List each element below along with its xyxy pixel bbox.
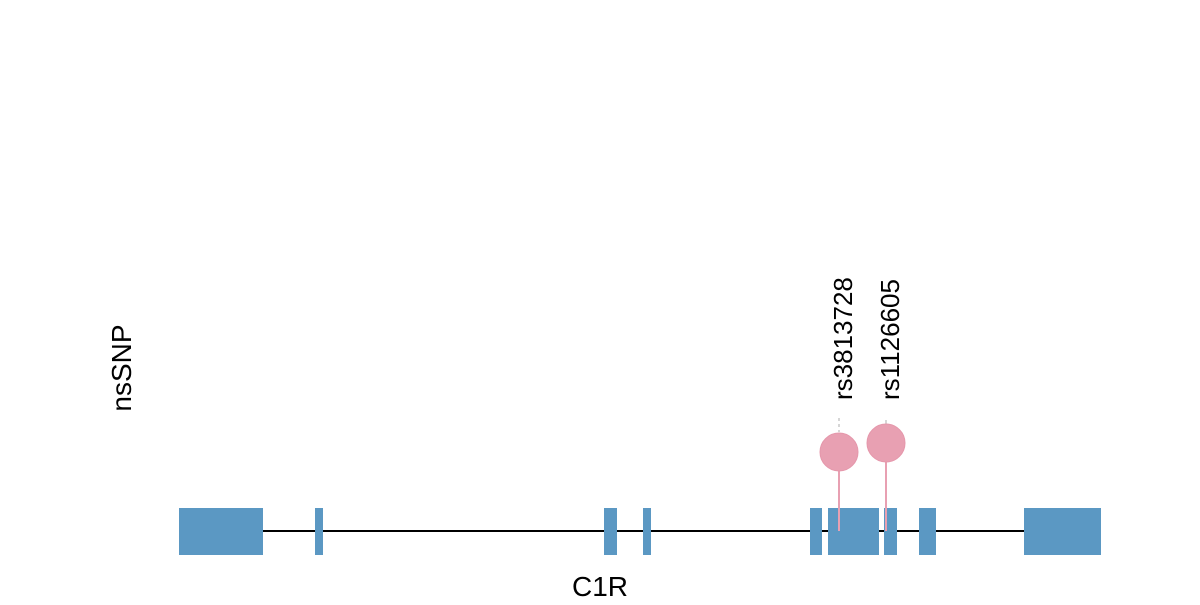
exon-1 <box>179 508 263 555</box>
exon-4 <box>643 508 651 555</box>
variant-rs1126605: rs1126605 <box>866 279 906 531</box>
exon-2 <box>315 508 323 555</box>
exon-9 <box>1024 508 1101 555</box>
exon-6 <box>828 508 879 555</box>
track-label: nsSNP <box>106 324 137 411</box>
variant-marker[interactable] <box>819 432 859 472</box>
variant-marker[interactable] <box>866 423 906 463</box>
exon-8 <box>919 508 936 555</box>
variant-label: rs3813728 <box>828 277 858 400</box>
exon-3 <box>604 508 617 555</box>
exon-5 <box>810 508 822 555</box>
gene-label: C1R <box>572 571 628 600</box>
exon-group <box>179 508 1101 555</box>
exon-7 <box>884 508 897 555</box>
variant-label: rs1126605 <box>875 279 905 400</box>
variant-rs3813728: rs3813728 <box>819 277 859 531</box>
